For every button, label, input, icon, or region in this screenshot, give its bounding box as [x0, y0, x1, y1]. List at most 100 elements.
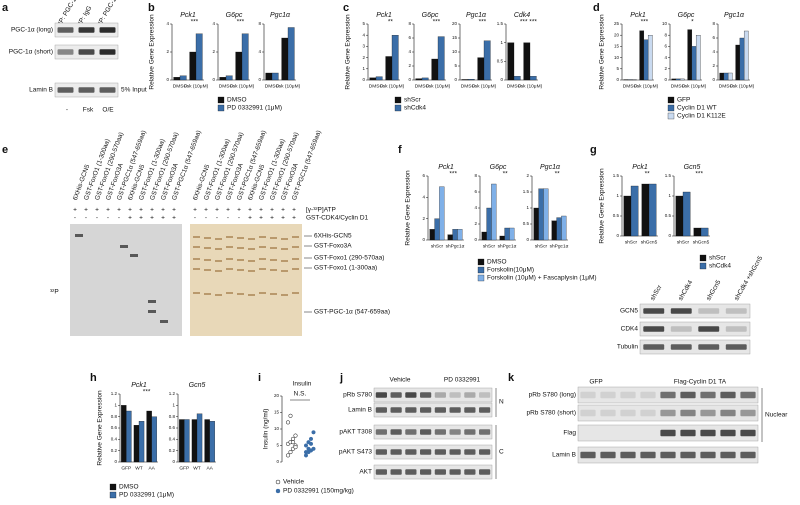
band [270, 247, 277, 249]
y-tick-label: 0 [500, 77, 503, 82]
y-tick-label: 4 [362, 32, 365, 37]
band [464, 469, 476, 475]
y-tick-label: 8 [712, 21, 715, 26]
band [375, 469, 387, 475]
sign: - [205, 215, 207, 222]
bar [743, 30, 749, 81]
bar [675, 195, 684, 237]
x-tick-label: shPgc1α [446, 243, 465, 249]
y-tick-label: 1.5 [665, 173, 672, 178]
band [464, 429, 476, 435]
chart-title: Pgc1α [466, 12, 487, 19]
sign: + [150, 207, 154, 214]
bar [184, 419, 190, 463]
lane-label: O/E [102, 107, 114, 114]
band [226, 236, 233, 238]
y-tick-label: 4 [258, 49, 261, 54]
band [698, 308, 720, 314]
significance: *** [479, 19, 487, 26]
band-label: GST-Foxo1 (290-570aa) [314, 255, 384, 262]
sign: + [204, 207, 208, 214]
band [193, 246, 200, 248]
band [580, 451, 596, 459]
y-tick-label: 0.5 [613, 213, 620, 218]
blot [577, 404, 759, 422]
x-tick-label: DMSO [507, 83, 522, 89]
x-tick-label: Fsk (10μM) [472, 83, 497, 89]
row-label: [γ-³²P]ATP [306, 207, 336, 214]
row-label: pAKT S473 [339, 449, 373, 456]
band [270, 237, 277, 239]
band [248, 270, 255, 272]
bar [437, 36, 445, 81]
sign: + [292, 207, 296, 214]
band [78, 87, 95, 93]
band [725, 326, 747, 332]
legend-label: PD 0332991 (1μM) [119, 492, 174, 499]
y-tick-label: 1 [362, 66, 365, 71]
panel-letter: g [590, 144, 597, 156]
band [75, 234, 83, 237]
legend-swatch [275, 479, 281, 485]
bar [477, 57, 485, 81]
band [464, 449, 476, 455]
band [479, 407, 491, 413]
bar [281, 37, 289, 81]
band [720, 429, 736, 437]
band [580, 391, 596, 399]
point [285, 453, 291, 458]
sign: + [106, 207, 110, 214]
sign: + [161, 207, 165, 214]
bar [447, 234, 453, 241]
band [226, 292, 233, 294]
y-tick-label: 4 [166, 21, 169, 26]
legend-label: Cyclin D1 WT [677, 105, 717, 112]
bar [551, 220, 557, 241]
y-tick-label: 0.5 [665, 213, 672, 218]
bar [209, 421, 215, 463]
legend-swatch [109, 491, 117, 499]
row-label: Lamin B [29, 87, 53, 94]
bar [693, 227, 702, 237]
chart-title: G6pc [678, 12, 695, 19]
band [204, 247, 211, 249]
band [57, 49, 74, 55]
band [270, 269, 277, 271]
bar [504, 227, 510, 241]
band [420, 392, 432, 398]
band [680, 391, 696, 399]
y-tick-label: 5 [454, 63, 457, 68]
significance: ** [645, 171, 651, 178]
chart-title: G6pc [226, 12, 243, 19]
x-tick-label: DMSO [671, 83, 686, 89]
point [290, 440, 296, 445]
y-tick-label: 0.2 [111, 448, 118, 453]
bar [723, 72, 729, 81]
band [405, 429, 417, 435]
bar [691, 46, 697, 81]
band [270, 259, 277, 261]
y-tick-label: 2 [166, 49, 169, 54]
chart-title: G6pc [422, 12, 439, 19]
band [120, 245, 128, 248]
band [204, 269, 211, 271]
band [78, 27, 95, 33]
isotope-label: ³²P [50, 289, 59, 296]
band [464, 392, 476, 398]
legend-swatch [394, 104, 402, 112]
bar [434, 218, 440, 241]
y-tick-label: 0 [114, 459, 117, 464]
legend-swatch [477, 266, 485, 274]
bar [561, 215, 567, 241]
row-label: Tubulin [617, 344, 638, 351]
x-tick-label: DMSO [623, 83, 638, 89]
point [303, 450, 309, 455]
significance: *** [237, 19, 245, 26]
legend-swatch [217, 104, 225, 112]
y-tick-label: 0.8 [169, 414, 176, 419]
y-tick-label: 0.6 [169, 425, 176, 430]
band [248, 294, 255, 296]
bar [675, 78, 681, 81]
band [740, 429, 756, 437]
band [740, 409, 756, 417]
